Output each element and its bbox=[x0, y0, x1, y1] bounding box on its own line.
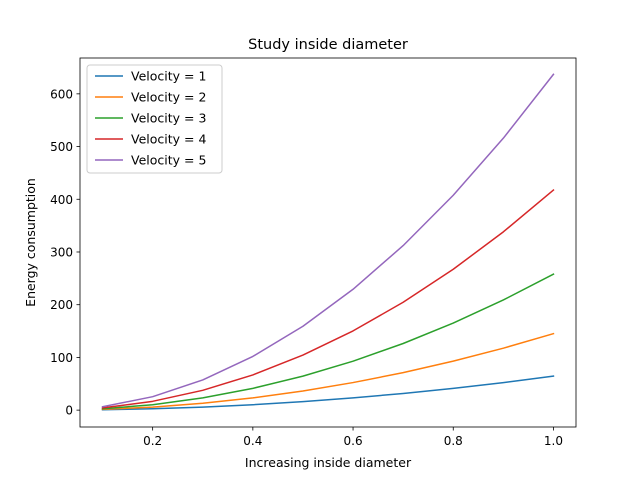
x-tick-label: 0.2 bbox=[143, 434, 162, 448]
series-line-2 bbox=[101, 332, 555, 411]
chart-title: Study inside diameter bbox=[248, 37, 408, 53]
y-tick-label: 300 bbox=[50, 245, 73, 259]
y-tick-label: 500 bbox=[50, 140, 73, 154]
y-tick-label: 0 bbox=[65, 404, 73, 418]
legend-label-5: Velocity = 5 bbox=[131, 153, 206, 168]
x-tick-label: 0.6 bbox=[344, 434, 363, 448]
x-axis: 0.2 0.4 0.6 0.8 1.0 bbox=[143, 427, 563, 448]
legend: Velocity = 1 Velocity = 2 Velocity = 3 Velo… bbox=[86, 64, 223, 174]
legend-label-3: Velocity = 3 bbox=[131, 111, 206, 126]
y-tick-label: 600 bbox=[50, 87, 73, 101]
y-tick-label: 400 bbox=[50, 193, 73, 207]
x-axis-label: Increasing inside diameter bbox=[245, 455, 412, 470]
series-line-5 bbox=[101, 73, 555, 408]
legend-label-2: Velocity = 2 bbox=[131, 90, 206, 105]
series-line-1 bbox=[101, 375, 555, 411]
x-tick-label: 0.8 bbox=[444, 434, 463, 448]
legend-label-1: Velocity = 1 bbox=[131, 69, 206, 84]
legend-label-4: Velocity = 4 bbox=[131, 132, 206, 147]
y-axis-label: Energy consumption bbox=[23, 178, 38, 307]
series-layer bbox=[101, 73, 555, 411]
series-line-4 bbox=[101, 188, 555, 409]
y-axis: 0 100 200 300 400 500 600 bbox=[50, 87, 80, 418]
plot-frame bbox=[79, 57, 577, 428]
series-line-3 bbox=[101, 273, 555, 410]
y-tick-label: 100 bbox=[50, 351, 73, 365]
x-tick-label: 1.0 bbox=[544, 434, 563, 448]
x-tick-label: 0.4 bbox=[243, 434, 262, 448]
y-tick-label: 200 bbox=[50, 298, 73, 312]
legend-box bbox=[86, 64, 223, 174]
